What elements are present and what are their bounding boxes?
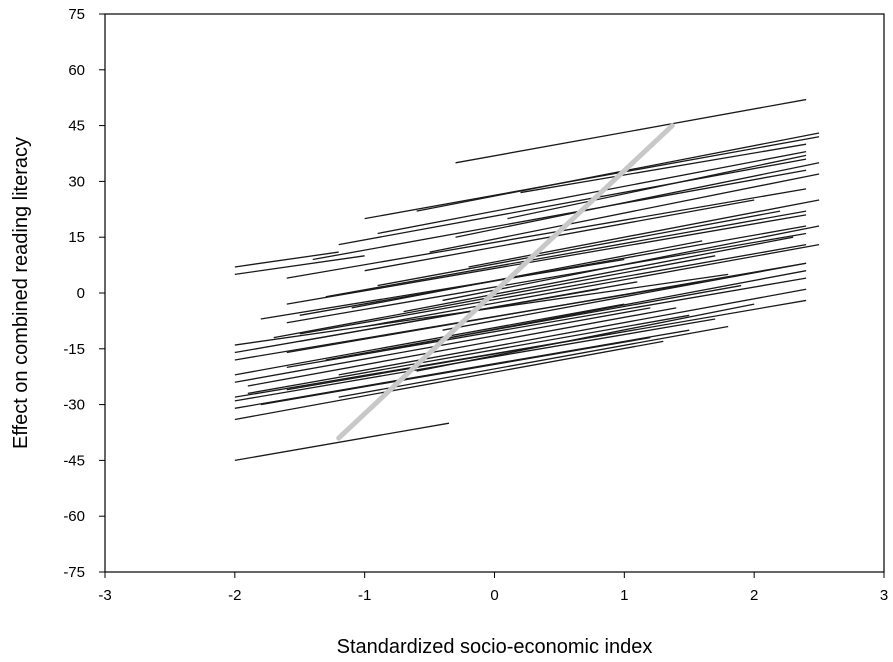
x-tick-label: -3 xyxy=(98,587,111,604)
school-regression-line xyxy=(234,251,339,268)
overall-regression-line xyxy=(336,123,675,441)
school-regression-line xyxy=(364,244,820,328)
school-regression-line xyxy=(247,314,690,395)
school-regression-line xyxy=(364,199,755,272)
school-regression-line xyxy=(234,340,664,421)
school-regression-line xyxy=(377,210,781,287)
overall-regression-line xyxy=(336,123,675,441)
school-regression-line xyxy=(260,336,651,406)
school-regression-line xyxy=(403,236,794,313)
y-tick-label: 0 xyxy=(77,285,85,302)
x-tick-label: -2 xyxy=(228,587,241,604)
y-tick-label: -15 xyxy=(63,341,85,358)
school-regression-line xyxy=(286,262,807,354)
x-tick-label: 2 xyxy=(750,587,758,604)
school-regression-line xyxy=(416,132,820,212)
school-regression-line xyxy=(429,173,820,253)
y-tick-label: 60 xyxy=(68,62,85,79)
y-tick-label: -45 xyxy=(63,452,85,469)
x-tick-label: 0 xyxy=(490,587,498,604)
school-regression-line xyxy=(351,240,703,309)
school-regression-line xyxy=(468,199,820,268)
school-regression-line xyxy=(234,422,450,462)
axis-tick-labels: -3 -2 -1 0 1 2 3 -75 -60 -45 -30 -15 0 15 30 45 60 75 xyxy=(63,6,888,604)
x-tick-label: 3 xyxy=(880,587,888,604)
school-regression-line xyxy=(507,154,807,220)
school-regression-line xyxy=(286,277,807,369)
school-regression-line xyxy=(442,262,807,331)
y-tick-label: -60 xyxy=(63,508,85,525)
school-regression-line xyxy=(325,284,742,361)
school-regression-line xyxy=(338,325,729,398)
school-regression-line xyxy=(377,151,807,235)
y-tick-label: -30 xyxy=(63,397,85,414)
school-regression-line xyxy=(260,258,625,320)
axis-ticks xyxy=(99,13,885,578)
x-axis-title: Standardized socio-economic index xyxy=(337,636,653,658)
school-regression-line xyxy=(312,169,807,261)
y-axis-title: Effect on combined reading literacy xyxy=(10,137,32,449)
school-regression-line xyxy=(455,162,820,238)
school-regression-line xyxy=(234,333,612,398)
school-regression-line xyxy=(338,158,807,246)
school-regression-line xyxy=(234,307,651,383)
school-regression-line xyxy=(286,214,807,305)
school-regression-line xyxy=(455,98,807,164)
school-regression-line xyxy=(286,232,807,324)
school-regression-line xyxy=(234,303,625,376)
school-regression-line xyxy=(234,255,365,276)
school-regression-line xyxy=(299,243,807,335)
school-regression-line xyxy=(325,210,807,298)
school-regression-lines xyxy=(234,98,820,462)
y-tick-label: 45 xyxy=(68,118,85,135)
school-regression-line xyxy=(273,255,716,339)
y-tick-label: -75 xyxy=(63,564,85,581)
school-regression-line xyxy=(338,288,807,376)
school-regression-line xyxy=(299,281,638,343)
x-tick-label: -1 xyxy=(358,587,371,604)
y-tick-label: 15 xyxy=(68,229,85,246)
y-tick-label: 30 xyxy=(68,173,85,190)
school-regression-line xyxy=(286,188,807,279)
school-regression-line xyxy=(520,143,807,194)
x-tick-label: 1 xyxy=(620,587,628,604)
school-regression-line xyxy=(234,329,690,409)
y-tick-label: 75 xyxy=(68,6,85,23)
school-regression-line xyxy=(442,225,820,302)
school-regression-line xyxy=(247,307,677,387)
